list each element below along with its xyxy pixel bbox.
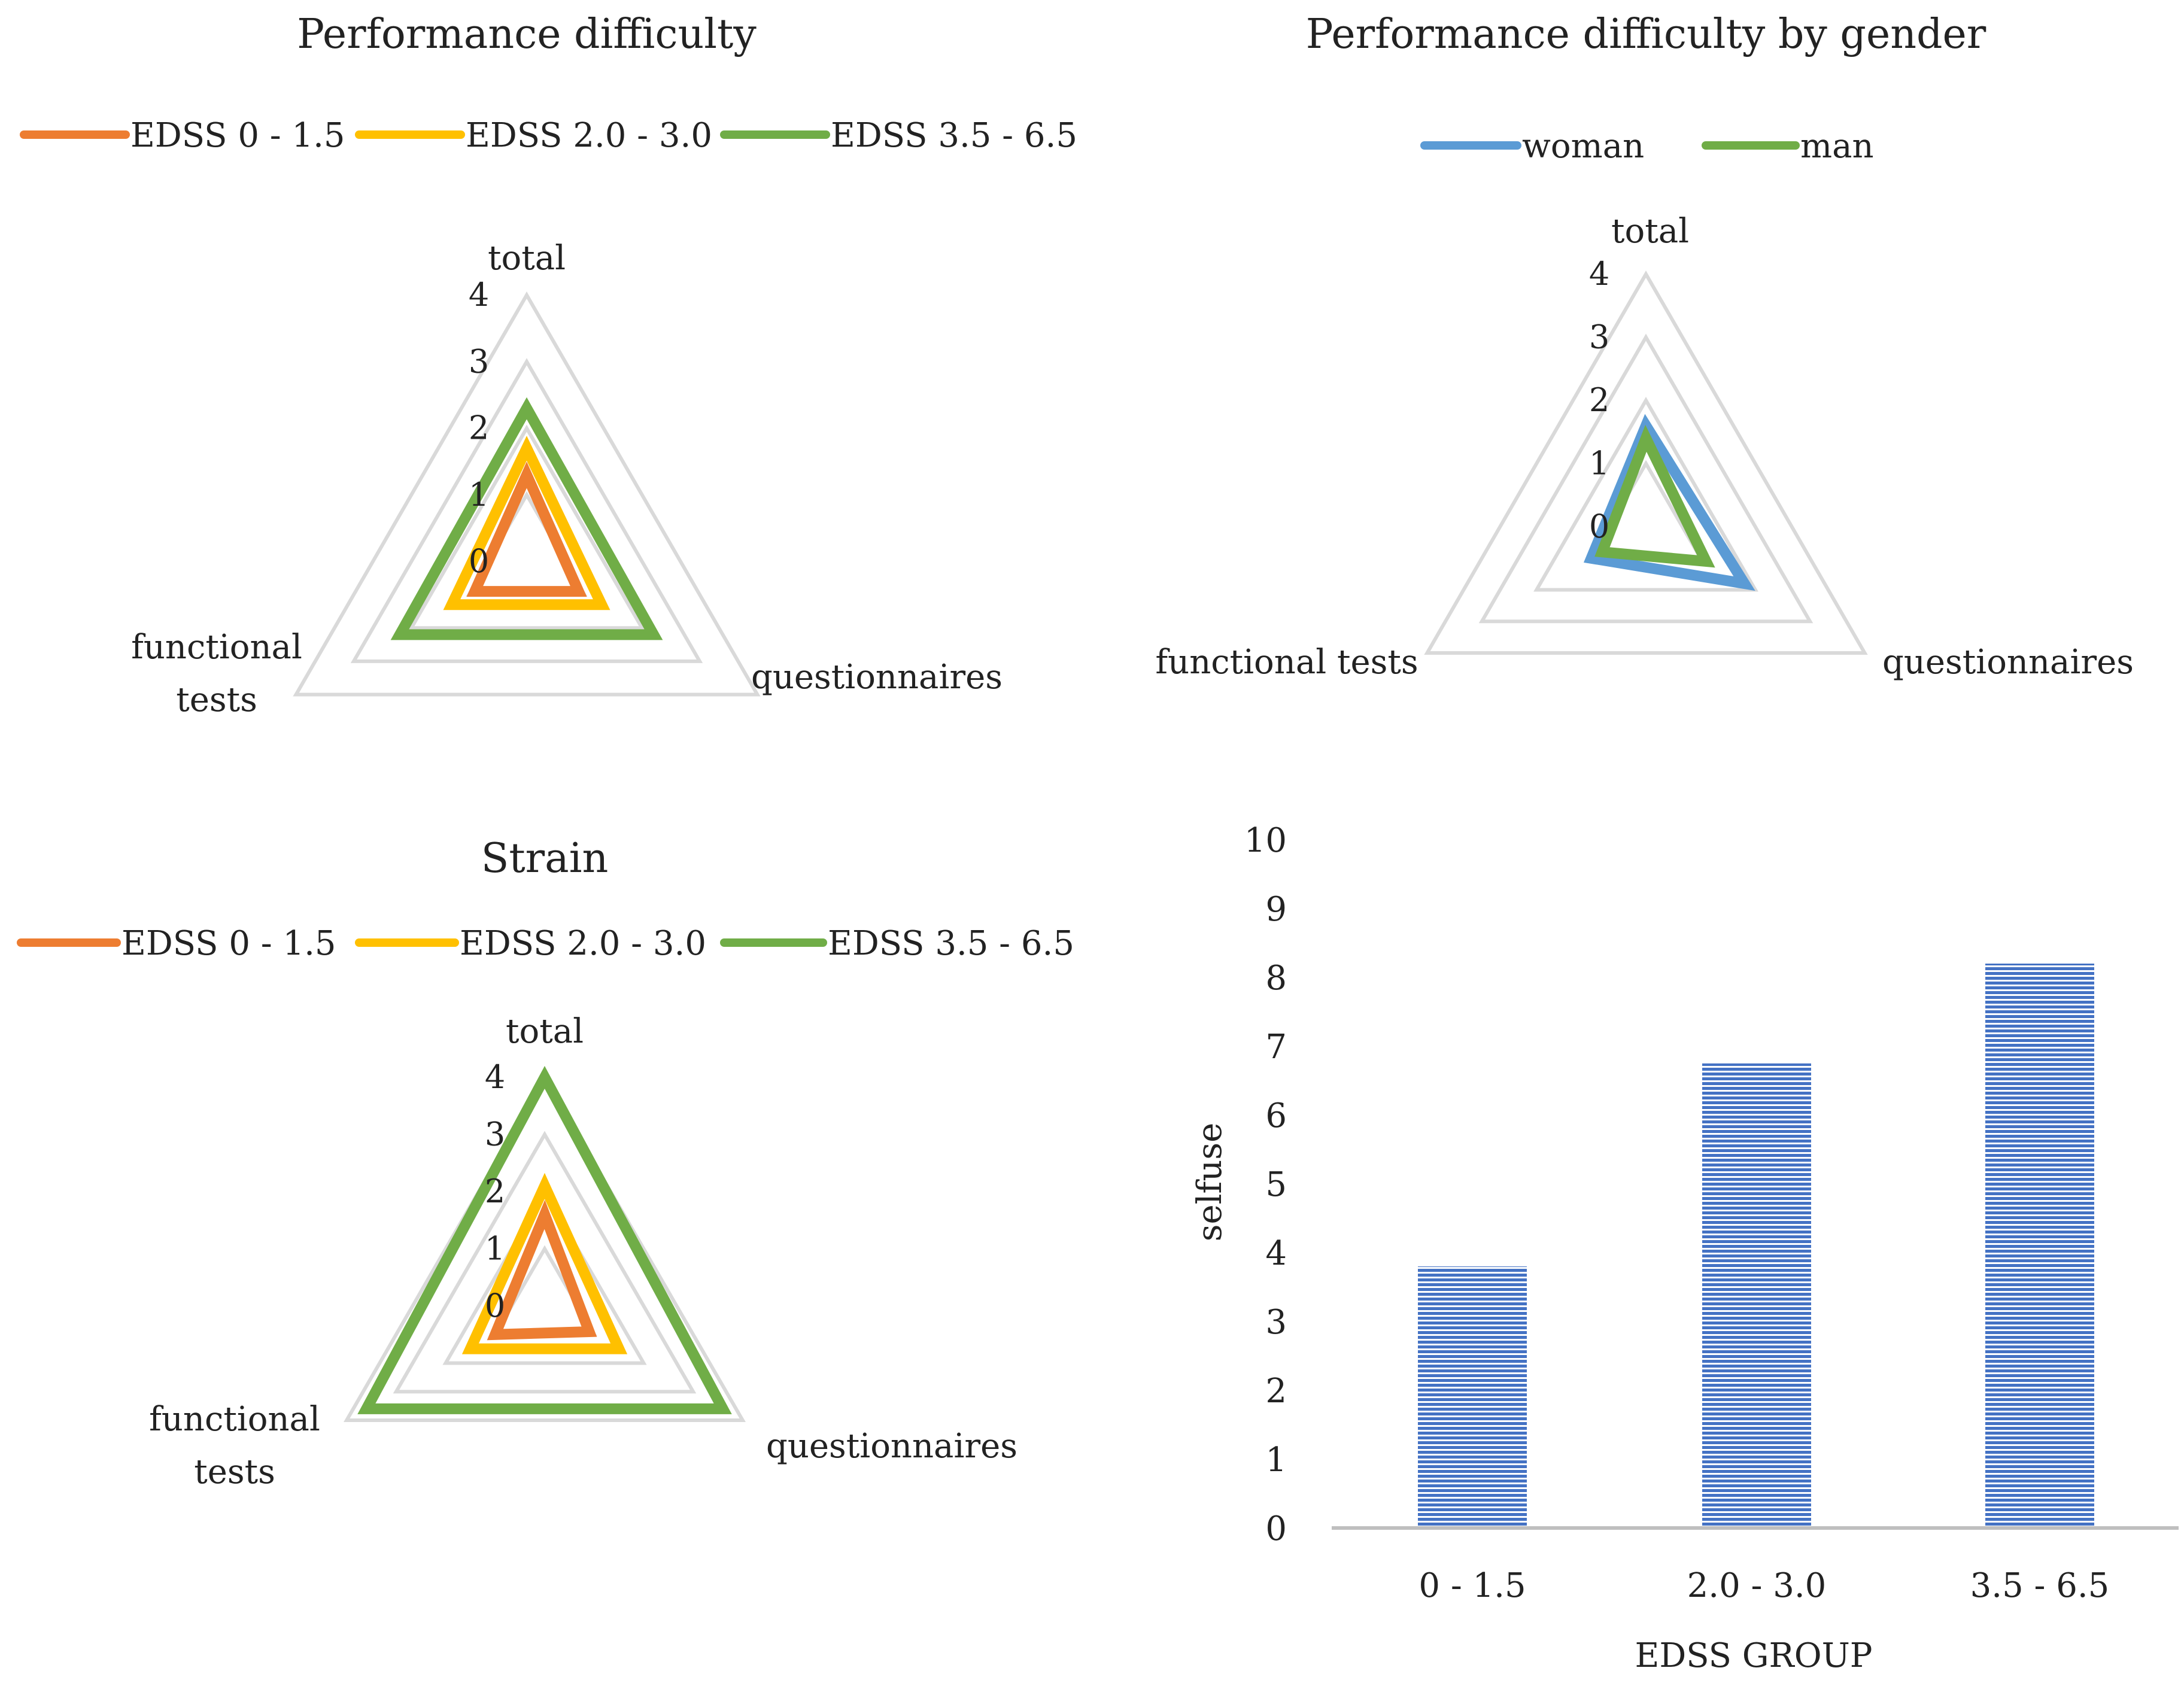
radar-tick-label: 1 — [485, 1230, 505, 1268]
y-tick-label: 2 — [1265, 1372, 1287, 1411]
chart-title: Strain — [481, 835, 609, 882]
radar-tick-label: 2 — [485, 1172, 505, 1210]
bars — [1418, 964, 2094, 1529]
radar-grid-level-3 — [393, 1131, 697, 1394]
radar-tick-label: 2 — [469, 409, 489, 447]
radar-series-line — [1594, 424, 1715, 568]
radar-grid-level-2 — [1533, 396, 1758, 592]
chart-legend: woman man — [1420, 127, 1874, 166]
radar-axis-label: tests — [176, 681, 257, 719]
radar-grid-level-4 — [344, 1073, 746, 1422]
radar-series — [390, 397, 663, 640]
radar-axis-label: questionnaires — [766, 1427, 1017, 1466]
radar-grid-level-3 — [350, 358, 703, 663]
radar-grid — [344, 1073, 746, 1422]
strain-chart: Strain EDSS 0 - 1.5 EDSS 2.0 - 3.0 EDSS 3.… — [17, 835, 1074, 1491]
bar — [1702, 1063, 1811, 1529]
x-tick-label: 2.0 - 3.0 — [1687, 1566, 1827, 1605]
radar-series-line — [466, 461, 587, 597]
bar — [1985, 964, 2094, 1528]
radar-grid-level-3 — [1478, 333, 1814, 624]
radar-series-line — [357, 1065, 732, 1414]
radar-grid-level-2 — [408, 424, 645, 630]
radar-tick-label: 3 — [469, 342, 489, 380]
radar-ticks: 0 1 2 3 4 — [1589, 255, 1609, 545]
y-tick-label: 0 — [1265, 1509, 1287, 1548]
radar-axis-labels: total questionnaires functional tests — [131, 239, 1003, 719]
radar-ticks: 0 1 2 3 4 — [485, 1058, 505, 1324]
legend-label: man — [1800, 127, 1874, 166]
legend-label: EDSS 0 - 1.5 — [121, 924, 336, 963]
radar-tick-label: 1 — [1589, 445, 1609, 482]
radar-axis-labels: total questionnaires functional tests — [149, 1012, 1017, 1491]
y-tick-label: 6 — [1265, 1096, 1287, 1135]
performance-difficulty-chart: Performance difficulty EDSS 0 - 1.5 EDSS … — [20, 11, 1077, 719]
selfuse-bar-chart: 0 1 2 3 4 5 6 7 8 9 10 0 - 1.5 2.0 - 3.0 3.5 - 6.5 s… — [1190, 821, 2179, 1675]
radar-axis-label: questionnaires — [1882, 643, 2134, 682]
chart-title: Performance difficulty by gender — [1306, 11, 1986, 58]
radar-grid-level-4 — [1424, 271, 1868, 655]
x-axis-label: EDSS GROUP — [1635, 1636, 1872, 1675]
x-tick-label: 0 - 1.5 — [1418, 1566, 1526, 1605]
radar-tick-label: 4 — [469, 276, 489, 314]
legend-label: EDSS 2.0 - 3.0 — [460, 924, 706, 963]
radar-axis-label: functional — [149, 1400, 320, 1439]
legend-label: woman — [1522, 127, 1644, 166]
radar-series-line — [390, 397, 663, 640]
legend-label: EDSS 0 - 1.5 — [130, 116, 345, 155]
radar-tick-label: 0 — [1589, 508, 1609, 545]
radar-series — [1583, 414, 1755, 591]
radar-tick-label: 3 — [1589, 318, 1609, 356]
radar-axis-label: questionnaires — [751, 658, 1003, 697]
radar-ticks: 0 1 2 3 4 — [469, 276, 489, 580]
chart-title: Performance difficulty — [297, 11, 757, 58]
y-tick-label: 4 — [1265, 1234, 1287, 1273]
radar-series-line — [461, 1172, 628, 1354]
radar-axis-labels: total questionnaires functional tests — [1155, 212, 2134, 682]
performance-by-gender-chart: Performance difficulty by gender woman ma… — [1155, 11, 2134, 682]
chart-legend: EDSS 0 - 1.5 EDSS 2.0 - 3.0 EDSS 3.5 - 6.5 — [20, 116, 1077, 155]
radar-series-line — [443, 436, 610, 610]
y-tick-label: 1 — [1265, 1441, 1287, 1480]
radar-grid-level-4 — [293, 291, 761, 697]
radar-series-line — [1583, 414, 1755, 591]
chart-legend: EDSS 0 - 1.5 EDSS 2.0 - 3.0 EDSS 3.5 - 6.5 — [17, 924, 1074, 963]
y-tick-label: 8 — [1265, 959, 1287, 998]
y-tick-label: 3 — [1265, 1303, 1287, 1342]
radar-tick-label: 4 — [485, 1058, 505, 1096]
legend-label: EDSS 2.0 - 3.0 — [466, 116, 712, 155]
radar-grid — [1424, 271, 1868, 655]
y-tick-label: 10 — [1244, 821, 1287, 860]
radar-axis-label: functional — [131, 628, 302, 667]
radar-series — [357, 1065, 732, 1414]
radar-tick-label: 2 — [1589, 381, 1609, 419]
bar — [1418, 1266, 1527, 1528]
y-axis-label: selfuse — [1190, 1123, 1229, 1241]
radar-tick-label: 0 — [485, 1287, 505, 1324]
legend-label: EDSS 3.5 - 6.5 — [831, 116, 1077, 155]
legend-label: EDSS 3.5 - 6.5 — [828, 924, 1074, 963]
y-tick-label: 7 — [1265, 1028, 1287, 1067]
radar-grid-level-2 — [442, 1187, 647, 1365]
radar-tick-label: 1 — [469, 476, 489, 514]
radar-axis-label: tests — [194, 1453, 275, 1491]
x-axis-ticks: 0 - 1.5 2.0 - 3.0 3.5 - 6.5 — [1418, 1566, 2109, 1605]
y-tick-label: 9 — [1265, 890, 1287, 929]
radar-axis-label: total — [488, 239, 566, 278]
x-tick-label: 3.5 - 6.5 — [1970, 1566, 2110, 1605]
radar-tick-label: 0 — [469, 542, 489, 580]
radar-series-line — [487, 1199, 597, 1341]
radar-axis-label: total — [1611, 212, 1689, 251]
radar-axis-label: functional tests — [1155, 643, 1418, 682]
radar-axis-label: total — [506, 1012, 584, 1051]
y-axis-ticks: 0 1 2 3 4 5 6 7 8 9 10 — [1244, 821, 1287, 1548]
radar-tick-label: 4 — [1589, 255, 1609, 293]
y-tick-label: 5 — [1265, 1165, 1287, 1204]
radar-tick-label: 3 — [485, 1116, 505, 1153]
